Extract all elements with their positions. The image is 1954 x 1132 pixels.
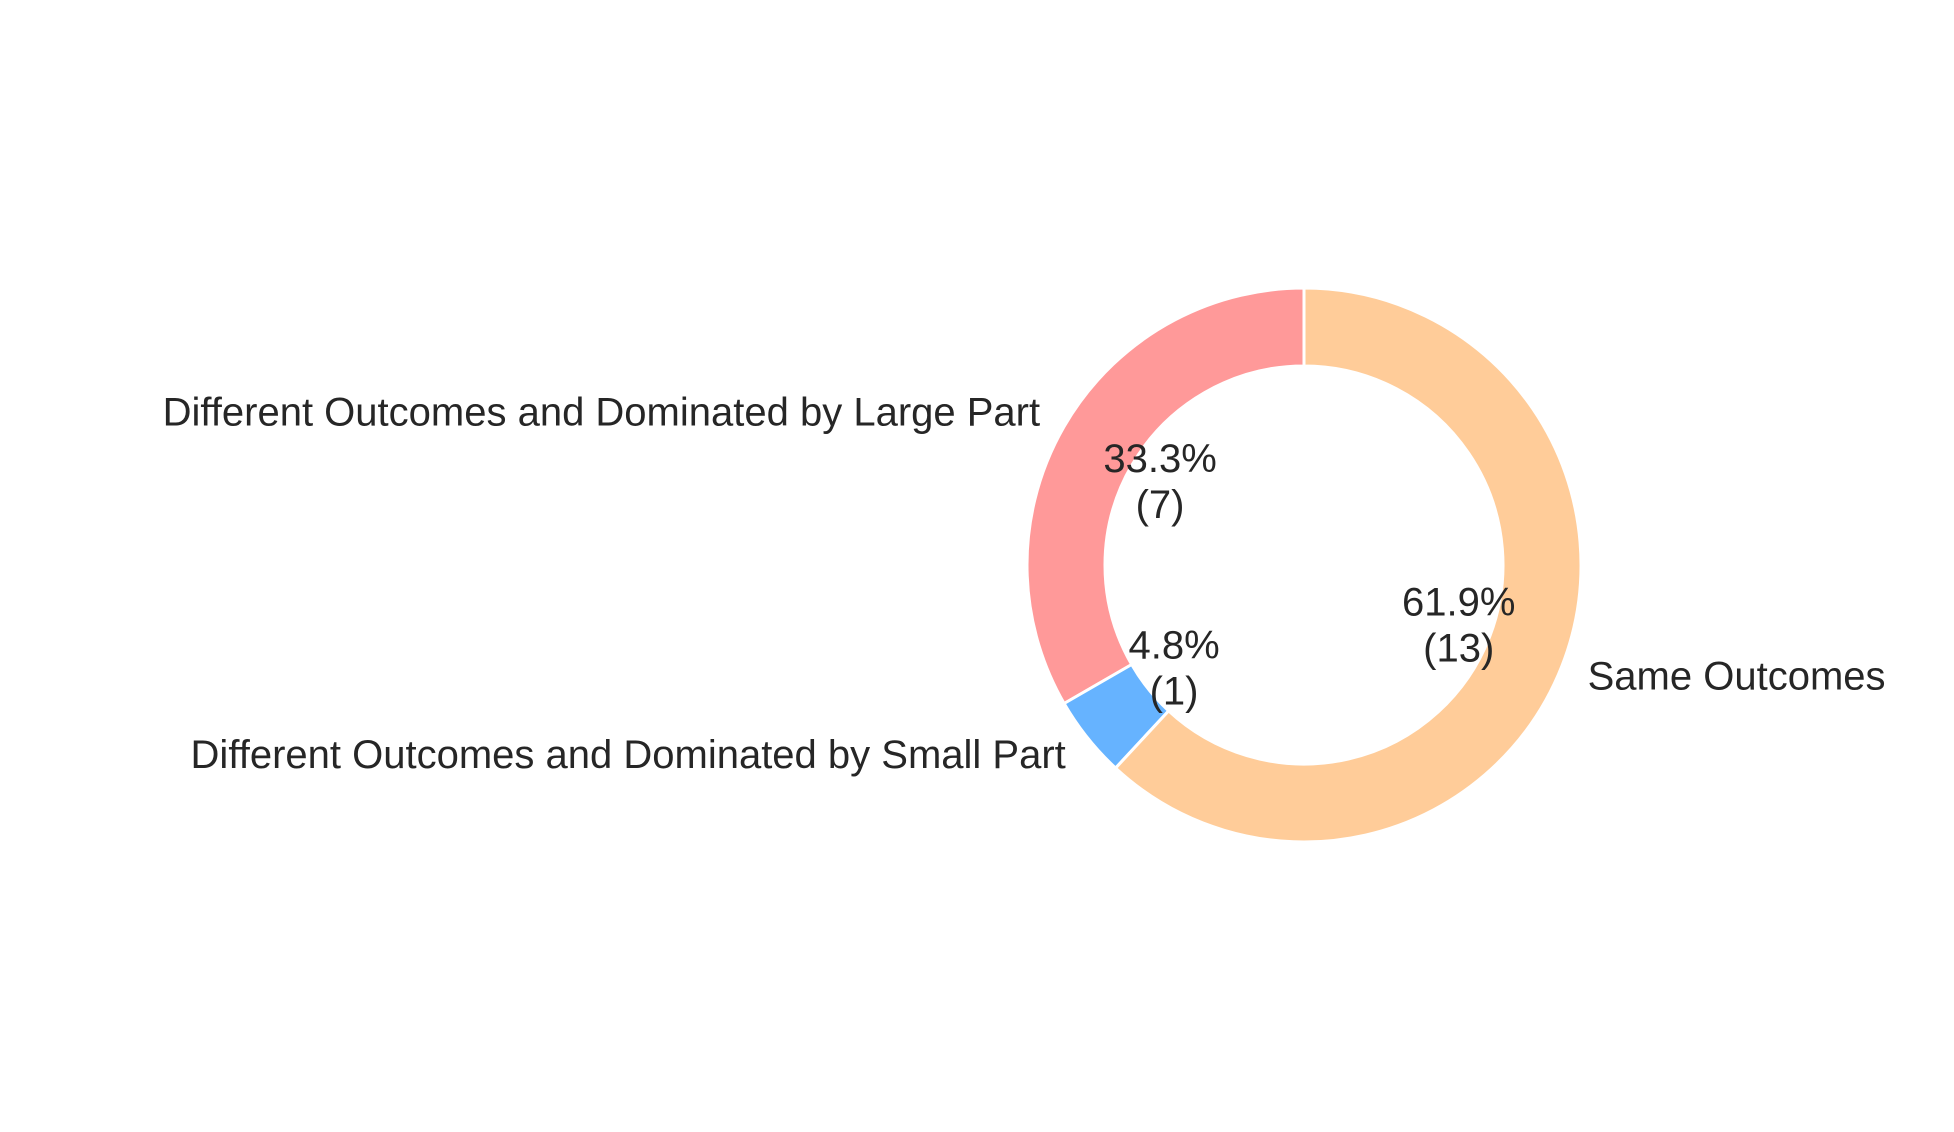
slice-same-outcomes [1113, 286, 1583, 844]
slices-group [1025, 286, 1583, 844]
count-label-different-outcomes-and-dominated-by-small-part: (1) [1150, 670, 1199, 714]
count-label-same-outcomes: (13) [1423, 627, 1494, 671]
percent-label-different-outcomes-and-dominated-by-large-part: 33.3% [1103, 437, 1216, 481]
count-label-different-outcomes-and-dominated-by-large-part: (7) [1136, 483, 1185, 527]
category-label-same-outcomes: Same Outcomes [1588, 654, 1886, 698]
category-label-different-outcomes-and-dominated-by-small-part: Different Outcomes and Dominated by Smal… [191, 733, 1066, 777]
percent-label-different-outcomes-and-dominated-by-small-part: 4.8% [1128, 624, 1219, 668]
category-label-different-outcomes-and-dominated-by-large-part: Different Outcomes and Dominated by Larg… [163, 391, 1041, 435]
percent-label-same-outcomes: 61.9% [1402, 581, 1515, 625]
labels-group: Different Outcomes and Dominated by Larg… [163, 391, 1886, 777]
slice-different-outcomes-and-dominated-by-large-part [1025, 286, 1306, 706]
